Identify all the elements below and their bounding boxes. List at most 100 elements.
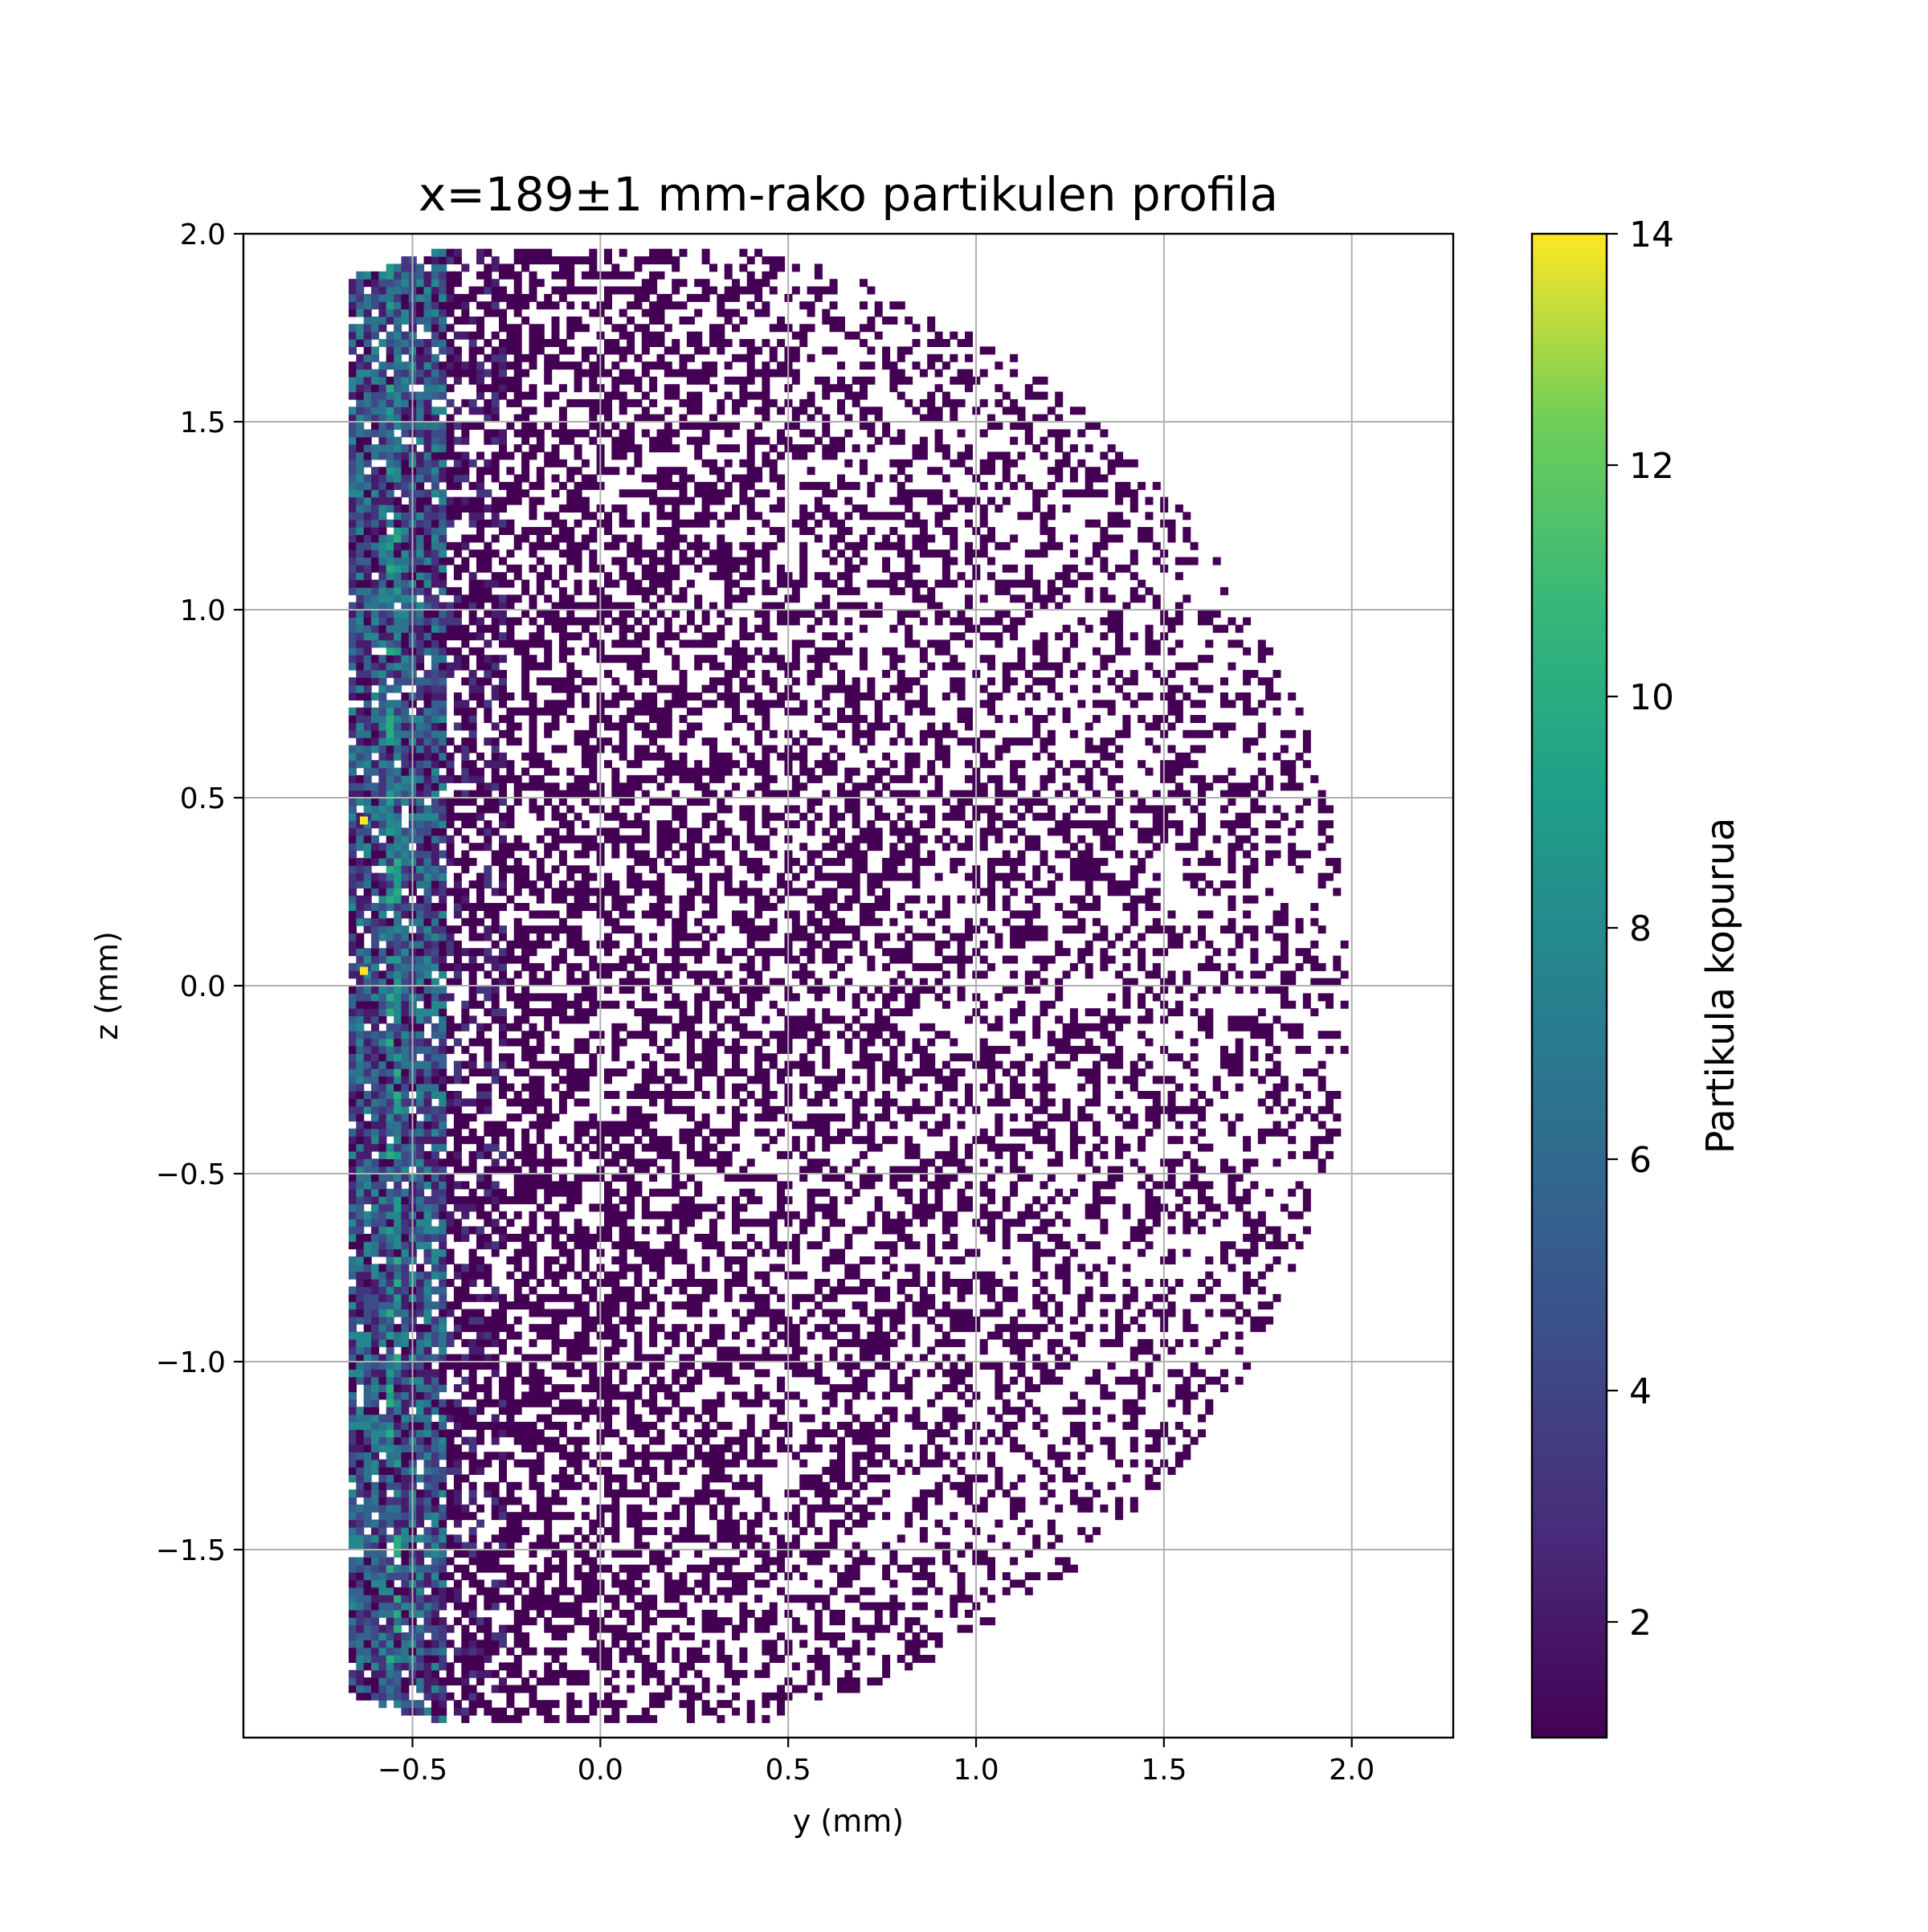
- heatmap-cell: [446, 1399, 455, 1407]
- heatmap-cell: [942, 1474, 950, 1483]
- heatmap-cell: [1280, 1076, 1289, 1084]
- heatmap-cell: [1084, 1376, 1093, 1385]
- heatmap-cell: [551, 1031, 560, 1040]
- heatmap-cell: [829, 1526, 838, 1535]
- heatmap-cell: [558, 1512, 567, 1521]
- heatmap-cell: [1129, 1497, 1138, 1505]
- heatmap-cell: [799, 1595, 808, 1603]
- heatmap-cell: [934, 1489, 943, 1498]
- heatmap-cell: [513, 1617, 522, 1626]
- heatmap-cell: [791, 1346, 800, 1355]
- heatmap-cell: [1243, 1196, 1252, 1205]
- heatmap-cell: [874, 1331, 883, 1340]
- heatmap-cell: [401, 1542, 410, 1550]
- heatmap-cell: [724, 1572, 733, 1581]
- heatmap-cell: [1174, 1459, 1183, 1468]
- heatmap-cell: [995, 1091, 1003, 1099]
- heatmap-cell: [641, 1143, 650, 1152]
- heatmap-cell: [394, 1038, 402, 1047]
- heatmap-cell: [499, 1338, 507, 1347]
- heatmap-cell: [529, 1369, 537, 1378]
- heatmap-cell: [476, 1436, 484, 1445]
- heatmap-cell: [987, 1331, 995, 1340]
- heatmap-cell: [732, 1526, 740, 1535]
- heatmap-cell: [499, 1452, 507, 1460]
- heatmap-cell: [536, 1504, 545, 1513]
- heatmap-cell: [453, 1219, 462, 1227]
- heatmap-cell: [604, 1188, 612, 1197]
- heatmap-cell: [777, 1211, 786, 1219]
- heatmap-cell: [386, 1293, 394, 1302]
- heatmap-cell: [446, 1301, 455, 1310]
- heatmap-cell: [739, 1550, 748, 1558]
- heatmap-cell: [356, 1354, 365, 1362]
- heatmap-cell: [1326, 1105, 1334, 1114]
- heatmap-cell: [627, 1121, 635, 1129]
- heatmap-cell: [1010, 1504, 1019, 1513]
- heatmap-cell: [1129, 1354, 1138, 1362]
- heatmap-cell: [897, 1166, 905, 1174]
- heatmap-cell: [431, 1700, 439, 1709]
- heatmap-cell: [634, 1121, 643, 1129]
- heatmap-cell: [686, 1587, 695, 1595]
- heatmap-cell: [656, 1407, 665, 1415]
- heatmap-cell: [574, 1338, 582, 1347]
- heatmap-cell: [686, 1293, 695, 1302]
- heatmap-cell: [641, 1301, 650, 1310]
- heatmap-cell: [672, 1324, 680, 1333]
- heatmap-cell: [867, 1166, 876, 1174]
- heatmap-cell: [423, 1293, 432, 1302]
- heatmap-cell: [551, 1279, 560, 1287]
- heatmap-cell: [529, 1587, 537, 1595]
- heatmap-cell: [1167, 1346, 1176, 1355]
- heatmap-cell: [544, 1309, 553, 1317]
- heatmap-cell: [1317, 1136, 1326, 1145]
- heatmap-cell: [461, 1662, 470, 1671]
- heatmap-cell: [777, 1316, 786, 1325]
- heatmap-cell: [672, 1369, 680, 1378]
- heatmap-cell: [814, 1188, 823, 1197]
- heatmap-cell: [1032, 1068, 1041, 1076]
- heatmap-cell: [1100, 1226, 1109, 1235]
- heatmap-cell: [897, 1174, 905, 1182]
- heatmap-cell: [919, 1504, 928, 1513]
- heatmap-cell: [1002, 1143, 1011, 1152]
- heatmap-cell: [439, 1362, 447, 1370]
- heatmap-cell: [979, 1286, 988, 1295]
- heatmap-cell: [356, 1376, 365, 1385]
- heatmap-cell: [807, 1309, 815, 1317]
- heatmap-cell: [536, 1414, 545, 1423]
- heatmap-cell: [1017, 1444, 1026, 1452]
- heatmap-cell: [574, 1241, 582, 1250]
- heatmap-cell: [1093, 1068, 1101, 1076]
- heatmap-cell: [589, 1384, 598, 1393]
- heatmap-cell: [468, 1707, 477, 1716]
- heatmap-cell: [394, 1362, 402, 1370]
- heatmap-cell: [1243, 1136, 1252, 1145]
- heatmap-cell: [837, 1136, 845, 1145]
- heatmap-cell: [852, 1467, 860, 1475]
- heatmap-cell: [829, 1076, 838, 1084]
- heatmap-cell: [431, 1421, 439, 1430]
- heatmap-cell: [558, 1669, 567, 1678]
- heatmap-cell: [521, 1279, 530, 1287]
- heatmap-cell: [386, 1098, 394, 1107]
- heatmap-cell: [529, 1174, 537, 1182]
- heatmap-cell: [701, 1256, 710, 1264]
- heatmap-cell: [461, 1233, 470, 1242]
- heatmap-cell: [656, 1166, 665, 1174]
- heatmap-cell: [431, 1564, 439, 1573]
- heatmap-cell: [860, 1354, 868, 1362]
- heatmap-cell: [611, 1504, 620, 1513]
- heatmap-cell: [1002, 1098, 1011, 1107]
- heatmap-cell: [1302, 1188, 1311, 1197]
- heatmap-cell: [574, 1459, 582, 1468]
- heatmap-cell: [672, 1076, 680, 1084]
- heatmap-cell: [589, 1707, 598, 1716]
- heatmap-cell: [627, 1286, 635, 1295]
- heatmap-cell: [694, 1579, 703, 1588]
- heatmap-cell: [852, 1504, 860, 1513]
- heatmap-cell: [1280, 1241, 1289, 1250]
- heatmap-cell: [1250, 1279, 1259, 1287]
- heatmap-cell: [558, 1188, 567, 1197]
